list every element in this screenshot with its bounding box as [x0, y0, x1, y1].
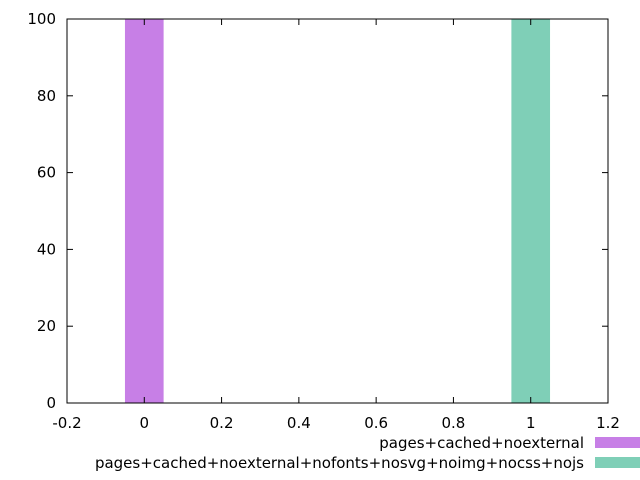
- x-tick-label: 0.4: [287, 414, 311, 432]
- legend: pages+cached+noexternal pages+cached+noex…: [95, 434, 640, 472]
- y-tick-label: 100: [27, 10, 56, 28]
- bars-layer: [124, 19, 551, 403]
- y-tick-label: 0: [46, 394, 56, 412]
- y-tick-label: 40: [37, 240, 56, 258]
- legend-swatch: [595, 437, 640, 448]
- y-tick-label: 80: [37, 87, 56, 105]
- x-tick-label: 0.6: [364, 414, 388, 432]
- y-tick-label: 60: [37, 164, 56, 182]
- x-tick-label: 0.2: [210, 414, 234, 432]
- y-axis: 0 20 40 60 80 100: [27, 10, 608, 412]
- x-tick-label: 0: [140, 414, 150, 432]
- x-tick-label: 1.2: [596, 414, 620, 432]
- bar-2: [511, 19, 551, 403]
- legend-label: pages+cached+noexternal+nofonts+nosvg+no…: [95, 454, 584, 472]
- legend-label: pages+cached+noexternal: [379, 434, 584, 452]
- x-tick-label: -0.2: [52, 414, 81, 432]
- legend-swatch: [595, 457, 640, 468]
- plot-frame: [66, 18, 609, 404]
- bar-1: [124, 19, 164, 403]
- x-tick-label: 0.8: [441, 414, 465, 432]
- x-tick-label: 1: [526, 414, 536, 432]
- x-axis: -0.2 0 0.2 0.4 0.6 0.8 1 1.2: [52, 19, 620, 432]
- y-tick-label: 20: [37, 317, 56, 335]
